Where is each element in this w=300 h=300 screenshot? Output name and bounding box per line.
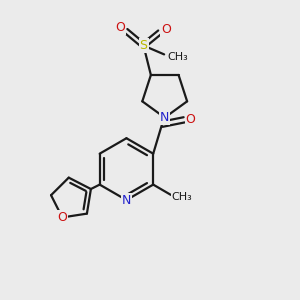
Text: CH₃: CH₃ [172, 192, 192, 202]
Text: S: S [140, 39, 148, 52]
Text: O: O [57, 211, 67, 224]
Text: O: O [186, 113, 196, 126]
Text: N: N [160, 111, 169, 124]
Text: O: O [161, 23, 171, 36]
Text: CH₃: CH₃ [167, 52, 188, 62]
Text: O: O [115, 21, 125, 34]
Text: N: N [122, 194, 131, 207]
